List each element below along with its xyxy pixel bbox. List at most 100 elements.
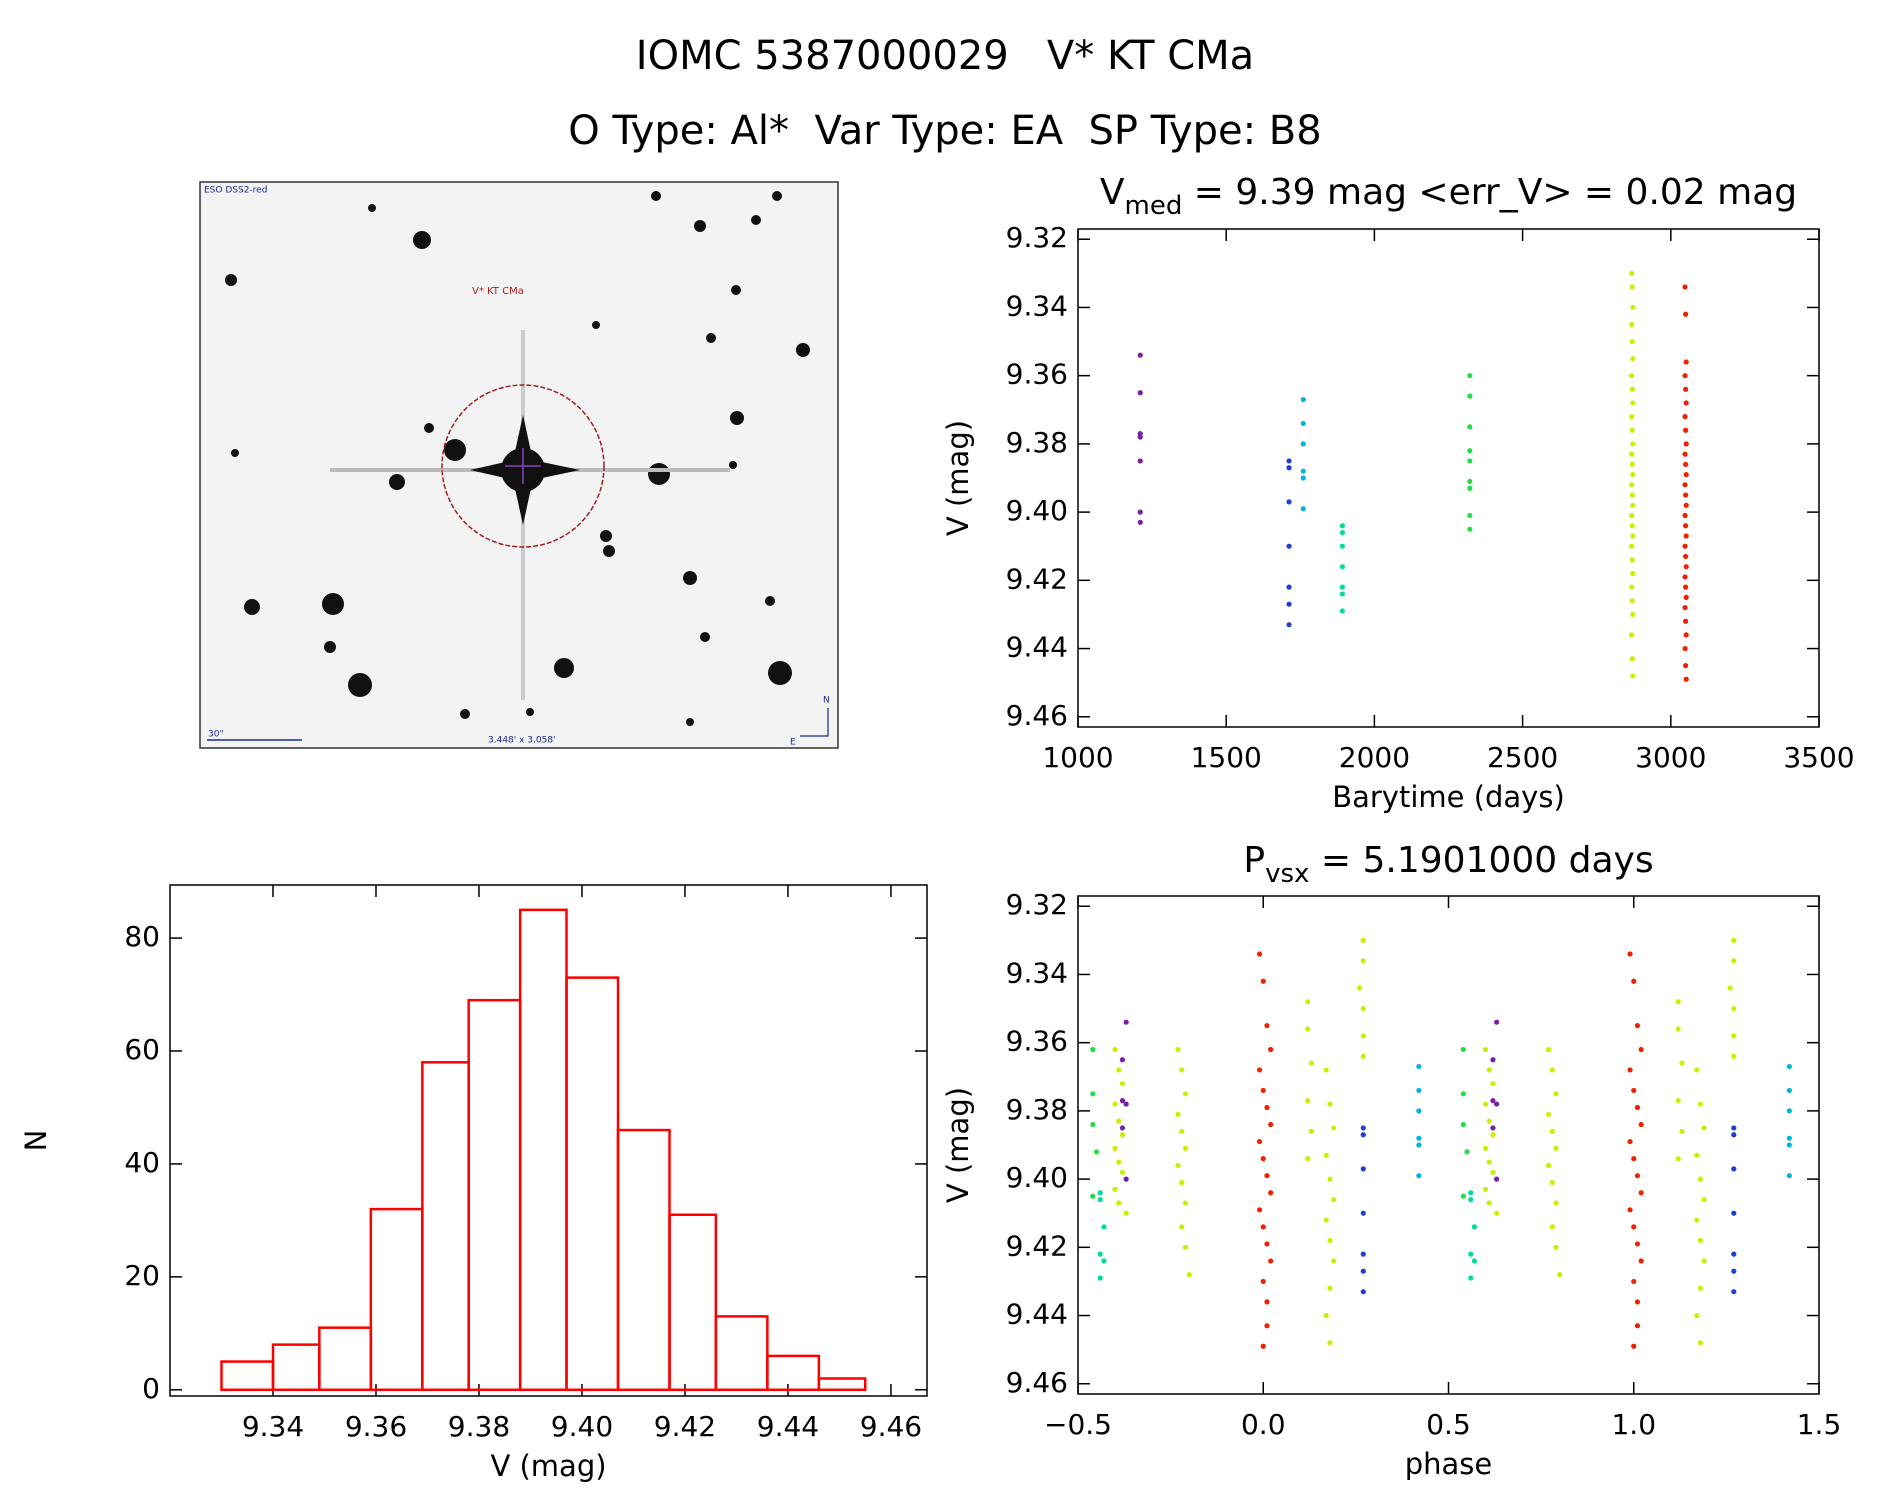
x-tick-label: −0.5 bbox=[1044, 1408, 1112, 1441]
data-point bbox=[1416, 1135, 1422, 1141]
data-point bbox=[1305, 1156, 1311, 1162]
figure-subtitle: O Type: Al* Var Type: EA SP Type: B8 bbox=[568, 108, 1321, 154]
data-point bbox=[1549, 1179, 1555, 1186]
data-point bbox=[1119, 1132, 1126, 1138]
data-point bbox=[1549, 1067, 1555, 1073]
data-point bbox=[1123, 1101, 1129, 1107]
data-point bbox=[1360, 1210, 1366, 1216]
data-point bbox=[1179, 1224, 1185, 1230]
data-point bbox=[1256, 1067, 1263, 1073]
data-point bbox=[1467, 526, 1473, 532]
y-tick-label: 9.34 bbox=[1006, 956, 1068, 989]
data-point bbox=[1482, 1046, 1489, 1053]
data-point bbox=[1557, 1272, 1563, 1278]
data-point bbox=[1630, 471, 1636, 478]
data-point bbox=[1545, 1046, 1552, 1053]
data-point bbox=[1682, 512, 1688, 519]
east-label: E bbox=[790, 738, 796, 748]
histogram-bar bbox=[518, 908, 568, 1392]
data-point bbox=[1467, 485, 1473, 491]
data-point bbox=[1116, 1159, 1122, 1165]
y-tick-label: 9.46 bbox=[1006, 1366, 1068, 1399]
histogram-bar bbox=[817, 1377, 867, 1392]
data-point bbox=[1260, 1278, 1266, 1285]
north-label: N bbox=[823, 696, 830, 706]
data-point bbox=[1549, 1224, 1555, 1230]
data-point bbox=[1694, 1067, 1700, 1073]
data-point bbox=[1323, 1217, 1329, 1223]
data-point bbox=[1683, 676, 1689, 682]
x-tick-label: 9.36 bbox=[345, 1410, 407, 1443]
data-point bbox=[1630, 400, 1636, 406]
data-point bbox=[1683, 400, 1689, 406]
data-point bbox=[1305, 1098, 1311, 1104]
data-point bbox=[1260, 1224, 1266, 1230]
data-point bbox=[1327, 1285, 1333, 1291]
title-sub: med bbox=[1125, 191, 1183, 221]
x-tick-label: 9.46 bbox=[860, 1410, 922, 1443]
compass bbox=[800, 708, 829, 737]
data-point bbox=[1464, 1149, 1470, 1155]
data-point bbox=[1468, 1190, 1474, 1196]
y-tick-label: 9.46 bbox=[1006, 699, 1068, 732]
data-point bbox=[1683, 359, 1689, 365]
data-point bbox=[1482, 1186, 1489, 1192]
data-point bbox=[1630, 533, 1636, 539]
data-point bbox=[1627, 1207, 1633, 1213]
data-point bbox=[1468, 1251, 1474, 1257]
data-point bbox=[1694, 1217, 1700, 1223]
x-tick-label: 2000 bbox=[1339, 741, 1410, 774]
x-tick-label: 9.44 bbox=[757, 1410, 819, 1443]
data-point bbox=[1467, 373, 1473, 379]
data-point bbox=[1486, 1067, 1492, 1073]
x-tick-label: 9.38 bbox=[448, 1410, 510, 1443]
data-point bbox=[1629, 523, 1635, 529]
data-point bbox=[1137, 352, 1143, 358]
data-point bbox=[1631, 1087, 1637, 1094]
data-point bbox=[1629, 598, 1635, 604]
data-point bbox=[1494, 1101, 1500, 1107]
data-point bbox=[1630, 570, 1636, 577]
data-point bbox=[1090, 1121, 1096, 1128]
data-point bbox=[1286, 458, 1292, 464]
data-point bbox=[1467, 478, 1473, 485]
data-point bbox=[1490, 1081, 1496, 1087]
data-point bbox=[1490, 1132, 1496, 1138]
data-point bbox=[1675, 1098, 1681, 1104]
data-point bbox=[1631, 1343, 1637, 1349]
data-point bbox=[1460, 1046, 1466, 1053]
data-point bbox=[1360, 1268, 1366, 1274]
data-point bbox=[1360, 1132, 1366, 1138]
data-point bbox=[1360, 937, 1366, 943]
data-point bbox=[1629, 270, 1635, 276]
data-point bbox=[1323, 1312, 1329, 1319]
data-point bbox=[1631, 1278, 1637, 1285]
data-point bbox=[1630, 502, 1636, 508]
data-point bbox=[1682, 482, 1688, 488]
data-point bbox=[1630, 304, 1636, 311]
data-point bbox=[1683, 533, 1689, 539]
data-point bbox=[1786, 1108, 1792, 1114]
data-point bbox=[1731, 1289, 1737, 1295]
x-tick-label: 3500 bbox=[1783, 741, 1854, 774]
data-point bbox=[1731, 1251, 1737, 1257]
data-point bbox=[1286, 601, 1292, 607]
data-point bbox=[1486, 1118, 1492, 1124]
title-main: V bbox=[1100, 172, 1125, 213]
data-point bbox=[1731, 1210, 1737, 1216]
data-point bbox=[1260, 1087, 1266, 1094]
data-point bbox=[1300, 441, 1306, 447]
data-point bbox=[1631, 978, 1637, 984]
histogram-bar bbox=[467, 998, 522, 1392]
data-point bbox=[1482, 1101, 1489, 1107]
data-point bbox=[1468, 1196, 1474, 1203]
target-label: V* KT CMa bbox=[472, 286, 524, 297]
data-point bbox=[1260, 1343, 1266, 1349]
data-point bbox=[1097, 1190, 1103, 1196]
data-point bbox=[1634, 1173, 1641, 1179]
data-point bbox=[1731, 1053, 1737, 1059]
data-point bbox=[1286, 584, 1292, 590]
data-point bbox=[1731, 1005, 1737, 1012]
y-tick-label: 9.36 bbox=[1006, 1025, 1068, 1058]
data-point bbox=[1101, 1258, 1107, 1264]
